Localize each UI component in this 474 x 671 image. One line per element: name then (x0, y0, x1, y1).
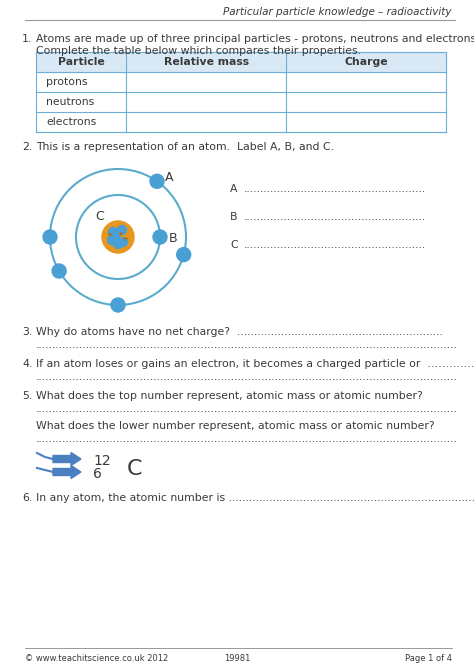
Text: ................................................................................: ........................................… (36, 434, 458, 444)
Text: 6.: 6. (22, 493, 32, 503)
Text: Atoms are made up of three principal particles - protons, neutrons and electrons: Atoms are made up of three principal par… (36, 34, 474, 44)
Text: C: C (96, 211, 104, 223)
FancyArrow shape (53, 466, 81, 478)
Circle shape (177, 248, 191, 262)
Text: 19981: 19981 (224, 654, 250, 663)
Text: Charge: Charge (344, 57, 388, 67)
Text: If an atom loses or gains an electron, it becomes a charged particle or  ………………: If an atom loses or gains an electron, i… (36, 359, 474, 369)
Text: Complete the table below which compares their properties.: Complete the table below which compares … (36, 46, 361, 56)
Circle shape (150, 174, 164, 189)
Text: 2.: 2. (22, 142, 32, 152)
Text: +: + (117, 231, 123, 237)
Circle shape (102, 221, 134, 253)
Text: Particle: Particle (58, 57, 104, 67)
Text: Page 1 of 4: Page 1 of 4 (405, 654, 452, 663)
Text: 4.: 4. (22, 359, 32, 369)
Text: +: + (106, 232, 112, 238)
Text: 1.: 1. (22, 34, 32, 44)
Text: B: B (169, 232, 178, 246)
Text: Why do atoms have no net charge?  ..............................................: Why do atoms have no net charge? .......… (36, 327, 443, 337)
Circle shape (108, 236, 117, 244)
Text: neutrons: neutrons (46, 97, 94, 107)
Text: 6: 6 (93, 467, 102, 481)
Circle shape (113, 240, 122, 248)
Text: 3.: 3. (22, 327, 32, 337)
FancyArrow shape (53, 452, 81, 466)
Text: ......................................................: ........................................… (244, 240, 426, 250)
Circle shape (52, 264, 66, 278)
Text: What does the lower number represent, atomic mass or atomic number?: What does the lower number represent, at… (36, 421, 435, 431)
Text: C: C (230, 240, 237, 250)
Bar (36, 52, 446, 72)
Text: A: A (165, 171, 173, 184)
Circle shape (43, 230, 57, 244)
Circle shape (110, 232, 119, 242)
Text: protons: protons (46, 77, 88, 87)
Circle shape (118, 225, 127, 234)
Text: ................................................................................: ........................................… (36, 372, 458, 382)
Text: ................................................................................: ........................................… (36, 404, 458, 414)
Text: Relative mass: Relative mass (164, 57, 249, 67)
Text: ......................................................: ........................................… (244, 184, 426, 194)
Text: © www.teachitscience.co.uk 2012: © www.teachitscience.co.uk 2012 (25, 654, 168, 663)
Text: 12: 12 (93, 454, 110, 468)
Circle shape (109, 227, 118, 236)
Text: ................................................................................: ........................................… (36, 340, 458, 350)
Text: A: A (230, 184, 237, 194)
Text: C: C (127, 459, 143, 479)
Circle shape (153, 230, 167, 244)
Text: Particular particle knowledge – radioactivity: Particular particle knowledge – radioact… (224, 7, 452, 17)
Text: In any atom, the atomic number is ..............................................: In any atom, the atomic number is ......… (36, 493, 474, 503)
Text: This is a representation of an atom.  Label A, B, and C.: This is a representation of an atom. Lab… (36, 142, 334, 152)
Text: electrons: electrons (46, 117, 96, 127)
Text: What does the top number represent, atomic mass or atomic number?: What does the top number represent, atom… (36, 391, 423, 401)
Text: 5.: 5. (22, 391, 32, 401)
Circle shape (118, 238, 128, 246)
Text: ......................................................: ........................................… (244, 212, 426, 222)
Text: B: B (230, 212, 237, 222)
Text: +: + (122, 236, 128, 242)
Circle shape (111, 298, 125, 312)
